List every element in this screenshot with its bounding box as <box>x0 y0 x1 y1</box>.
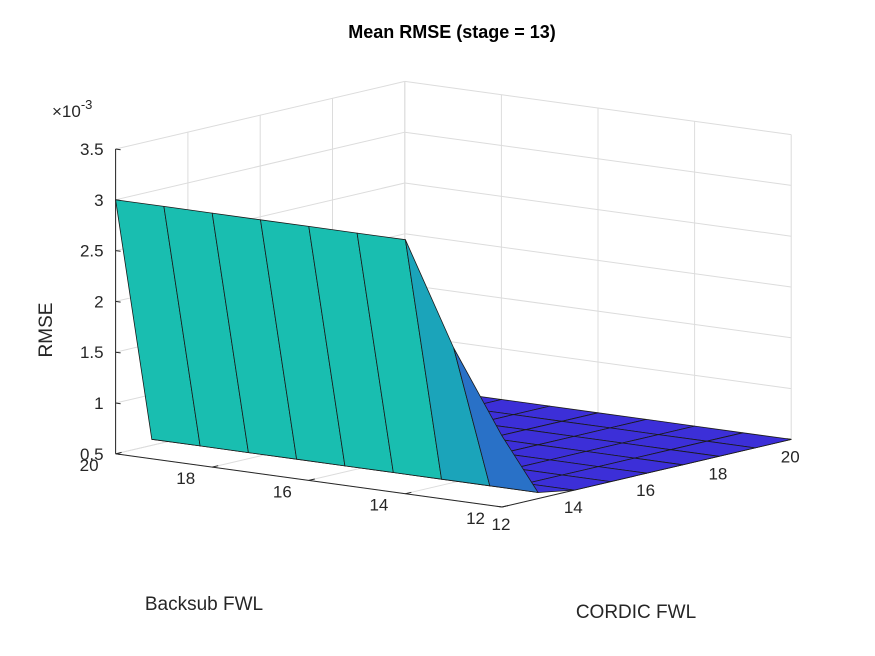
z-axis-label: RMSE <box>36 303 57 358</box>
z-tick-label: 3 <box>94 191 103 210</box>
side-gridline-z <box>404 131 792 186</box>
svg-text:×10-3: ×10-3 <box>52 97 92 121</box>
y-tick-label: 16 <box>273 482 292 501</box>
z-tick-mark <box>115 300 121 303</box>
z-tick-mark <box>115 250 121 252</box>
x-tick-label: 20 <box>781 447 800 466</box>
z-tick-label: 1 <box>94 394 103 413</box>
y-tick-label: 20 <box>80 456 99 475</box>
back-gridline-z <box>115 131 405 201</box>
side-gridline-z <box>404 334 792 390</box>
x-tick-label: 16 <box>636 481 655 500</box>
y-tick-mark <box>212 465 219 468</box>
y-tick-label: 18 <box>176 469 195 488</box>
chart-title: Mean RMSE (stage = 13) <box>348 22 556 42</box>
z-tick-label: 2 <box>94 292 103 311</box>
x-axis-label: CORDIC FWL <box>576 602 696 623</box>
y-tick-mark <box>405 491 412 495</box>
y-tick-label: 12 <box>466 509 485 528</box>
x-tick-label: 14 <box>564 498 583 517</box>
z-tick-label: 0.5 <box>80 445 104 464</box>
side-gridline-z <box>404 284 792 339</box>
z-tick-label: 1.5 <box>80 343 104 362</box>
z-tick-mark <box>115 351 121 354</box>
surface-patches <box>115 199 792 493</box>
y-tick-label: 14 <box>369 496 388 515</box>
y-axis-label: Backsub FWL <box>145 594 263 615</box>
z-tick-mark <box>115 453 121 455</box>
z-tick-mark <box>115 148 121 151</box>
z-tick-label: 2.5 <box>80 242 104 261</box>
y-tick-mark <box>501 505 509 508</box>
back-gridline-z <box>115 80 405 150</box>
x-tick-label: 12 <box>492 515 511 534</box>
x-tick-mark <box>497 505 503 508</box>
side-gridline-z <box>404 233 792 288</box>
y-tick-mark <box>308 478 315 481</box>
z-exponent-base: ×10 <box>52 102 81 121</box>
z-tick-label: 3.5 <box>80 140 104 159</box>
x-tick-label: 18 <box>708 464 727 483</box>
z-exponent: ×10-3 <box>52 97 92 121</box>
z-tick-mark <box>115 402 121 405</box>
side-gridline-z <box>404 80 792 136</box>
z-exponent-power: -3 <box>81 97 93 112</box>
side-gridline-z <box>404 182 792 237</box>
surface-patch <box>453 347 539 493</box>
